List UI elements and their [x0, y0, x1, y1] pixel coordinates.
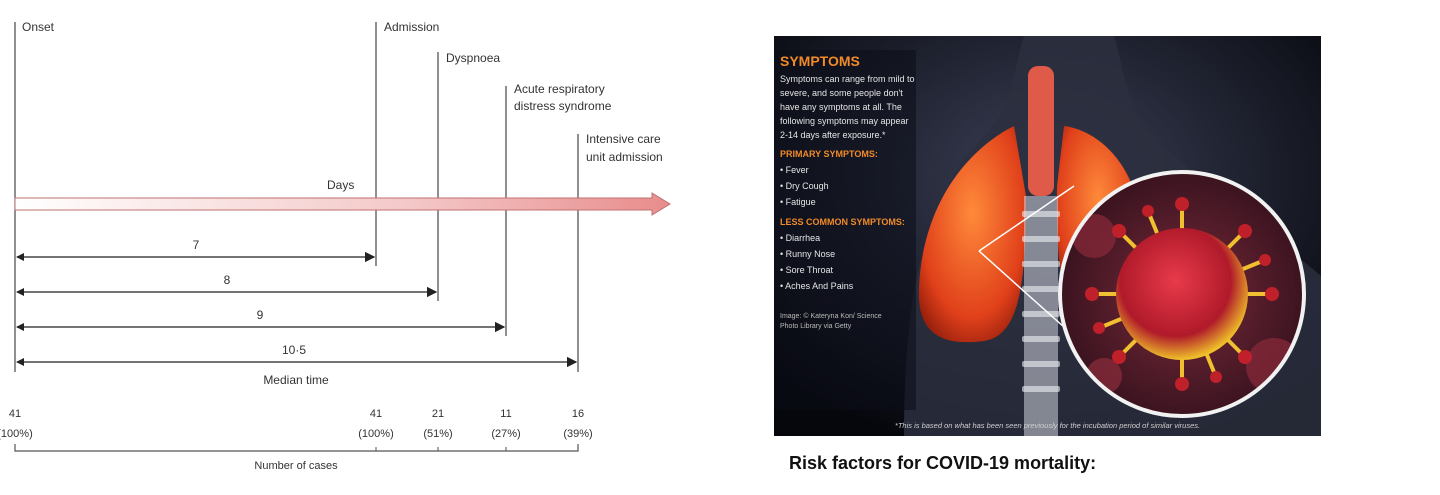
symptoms-text-panel: SYMPTOMS Symptoms can range from mild to… [780, 52, 918, 332]
text-panel-backdrop [774, 50, 916, 410]
case-count-ards: 11 [500, 408, 511, 420]
lens-pointer [978, 250, 1075, 337]
case-count-icu: 16 [572, 408, 584, 420]
lens-pointer [978, 185, 1075, 252]
event-label-ards-line2: distress syndrome [514, 99, 612, 113]
cases-bracket [14, 444, 579, 452]
list-item: • Runny Nose [780, 249, 836, 259]
event-label-dyspnoea: Dyspnoea [446, 51, 500, 65]
clinical-timeline: Onset Admission Dyspnoea Acute respirato… [0, 20, 671, 472]
list-item: • Fatigue [780, 197, 816, 207]
case-count-onset: 41 [9, 408, 21, 420]
interval-label-admission: 7 [193, 238, 200, 252]
days-label: Days [327, 178, 354, 192]
list-item: • Aches And Pains [780, 281, 854, 291]
event-label-onset: Onset [22, 20, 55, 34]
incubation-footnote: *This is based on what has been seen pre… [894, 421, 1201, 430]
event-label-icu-line1: Intensive care [586, 132, 661, 146]
less-common-symptoms-heading: LESS COMMON SYMPTOMS: [780, 217, 905, 227]
trachea [1028, 66, 1054, 196]
interval-arrow-admission-start [16, 253, 24, 261]
days-arrow [14, 192, 671, 216]
case-pct-ards: (27%) [491, 428, 520, 440]
symptoms-title: SYMPTOMS [780, 53, 860, 69]
less-common-symptoms-list: • Diarrhea • Runny Nose • Sore Throat • … [780, 230, 918, 294]
list-item: • Fever [780, 165, 809, 175]
case-count-admission: 41 [370, 408, 382, 420]
left-lung [918, 126, 1026, 343]
list-item: • Dry Cough [780, 181, 829, 191]
event-label-admission: Admission [384, 20, 439, 34]
magnifier-ring [1058, 170, 1306, 418]
symptoms-infographic: SYMPTOMS Symptoms can range from mild to… [774, 36, 1321, 436]
case-count-dyspnoea: 21 [432, 408, 444, 420]
cases-label: Number of cases [254, 460, 338, 472]
interval-arrow-ards-start [16, 323, 24, 331]
list-item: • Sore Throat [780, 265, 834, 275]
symptoms-description: Symptoms can range from mild to severe, … [780, 74, 915, 140]
primary-symptoms-list: • Fever • Dry Cough • Fatigue [780, 162, 918, 210]
case-pct-onset: (100%) [0, 428, 33, 440]
primary-symptoms-heading: PRIMARY SYMPTOMS: [780, 149, 878, 159]
event-label-ards-line1: Acute respiratory [514, 82, 605, 96]
interval-label-ards: 9 [257, 308, 264, 322]
interval-label-dyspnoea: 8 [224, 273, 231, 287]
list-item: • Diarrhea [780, 233, 821, 243]
image-credit: Image: © Kateryna Kon/ Science Photo Lib… [780, 313, 882, 330]
spine-vertebrae [1022, 211, 1060, 392]
interval-label-icu: 10·5 [282, 343, 306, 357]
interval-arrow-icu-start [16, 358, 24, 366]
lungs-virus-illustration [774, 36, 1321, 436]
risk-factors-heading: Risk factors for COVID-19 mortality: [789, 453, 1097, 473]
interval-arrow-dyspnoea-start [16, 288, 24, 296]
case-pct-admission: (100%) [358, 428, 393, 440]
median-time-label: Median time [263, 373, 329, 387]
case-pct-icu: (39%) [563, 428, 592, 440]
case-pct-dyspnoea: (51%) [423, 428, 452, 440]
event-label-icu-line2: unit admission [586, 150, 663, 164]
